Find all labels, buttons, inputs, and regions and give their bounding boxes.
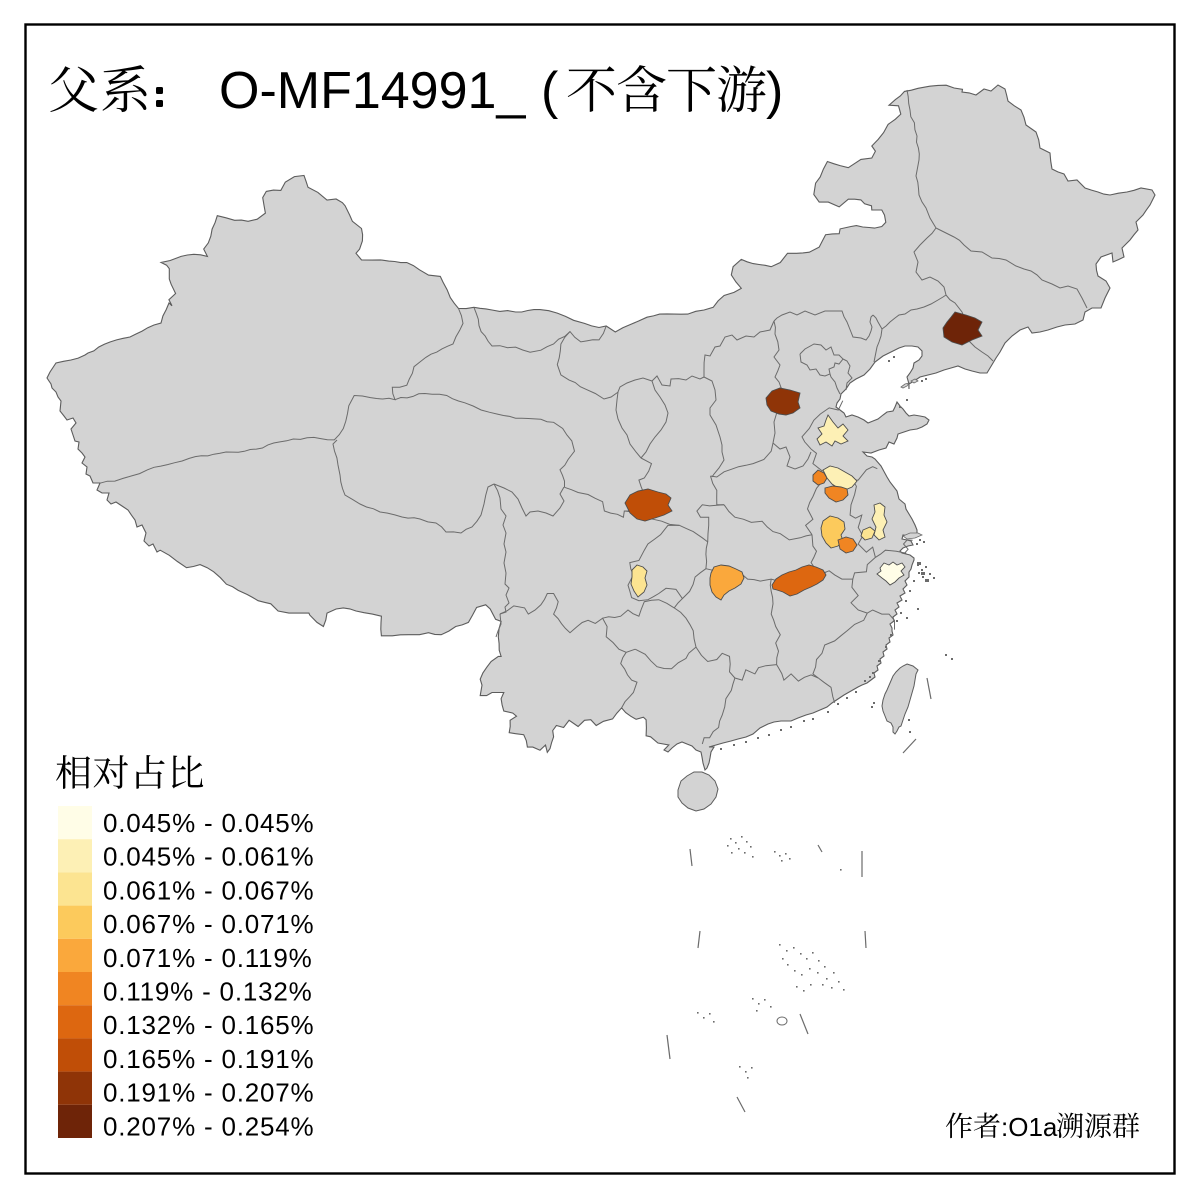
svg-text:): ) [766,62,783,120]
svg-text:0.045% - 0.061%: 0.045% - 0.061% [103,842,314,872]
svg-text::O1a: :O1a [1001,1112,1058,1142]
svg-text:0.207% - 0.254%: 0.207% - 0.254% [103,1111,314,1141]
svg-text:0.132% - 0.165%: 0.132% - 0.165% [103,1010,314,1040]
svg-text:0.071% - 0.119%: 0.071% - 0.119% [103,943,313,973]
svg-text:0.045% - 0.045%: 0.045% - 0.045% [103,808,314,838]
svg-text:0.191% - 0.207%: 0.191% - 0.207% [103,1078,314,1108]
svg-text:O-MF14991_: O-MF14991_ [219,62,526,120]
svg-text:0.165% - 0.191%: 0.165% - 0.191% [103,1044,314,1074]
svg-text:0.061% - 0.067%: 0.061% - 0.067% [103,875,314,905]
svg-text:0.067% - 0.071%: 0.067% - 0.071% [103,909,314,939]
svg-text:0.119% - 0.132%: 0.119% - 0.132% [103,977,313,1007]
svg-text:(: ( [541,62,559,120]
